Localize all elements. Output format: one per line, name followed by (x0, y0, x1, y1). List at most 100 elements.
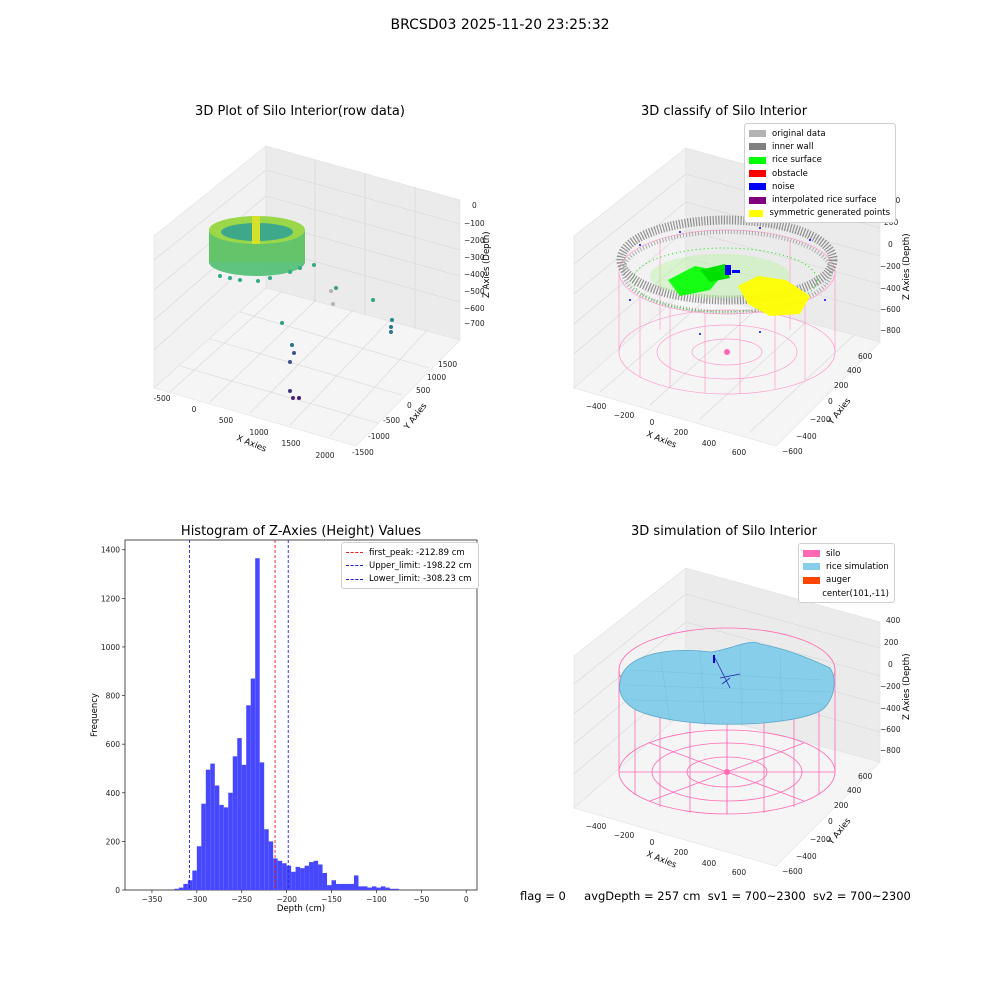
raw-y-tick: -1500 (352, 448, 374, 457)
classify-z-tick: −200 (880, 262, 901, 271)
histogram-x-tick-label: −250 (231, 895, 252, 904)
raw-plot-title: 3D Plot of Silo Interior(row data) (195, 104, 405, 119)
raw-x-tick: 0 (192, 405, 197, 414)
histogram-y-label: Frequency (90, 693, 100, 737)
raw-y-tick: -1000 (368, 432, 390, 441)
simulation-z-tick: −600 (880, 725, 901, 734)
histogram-bar (178, 887, 184, 890)
sv1-text: sv1 = 700~2300 (707, 889, 806, 903)
histogram-bar (389, 888, 395, 890)
classify-x-tick: 600 (732, 448, 747, 457)
histogram-bar (219, 804, 224, 890)
raw-y-tick: 0 (407, 401, 412, 410)
simulation-y-tick: −400 (796, 852, 817, 861)
legend-swatch (803, 576, 820, 584)
histogram-bar (376, 887, 381, 890)
histogram-bar (358, 886, 363, 890)
raw-x-tick: 1500 (281, 439, 300, 448)
histogram-x-label: Depth (cm) (277, 904, 325, 914)
histogram-bar (318, 864, 323, 890)
legend-item: obstacle (749, 167, 890, 180)
raw-z-tick: 0 (472, 201, 477, 210)
histogram-bar (201, 803, 206, 890)
histogram-bar (277, 860, 283, 890)
legend-item: first_peak: -212.89 cm (346, 546, 473, 559)
legend-item: rice surface (749, 154, 890, 167)
raw-z-tick: −600 (464, 304, 485, 313)
raw-z-tick: −700 (464, 319, 485, 328)
simulation-y-tick: 200 (834, 801, 849, 810)
histogram-bar (214, 785, 220, 890)
classify-z-tick: −800 (880, 326, 901, 335)
histogram-bar (255, 558, 260, 890)
classify-z-label: Z Axies (Depth) (902, 233, 912, 300)
classify-y-tick: 200 (834, 381, 849, 390)
histogram-bar (309, 862, 314, 890)
histogram-bar (295, 866, 301, 890)
raw-z-tick: −300 (464, 253, 485, 262)
raw-z-tick: −500 (464, 287, 485, 296)
histogram-bar (291, 871, 296, 890)
legend-swatch (803, 590, 816, 597)
histogram-bar (268, 841, 274, 890)
histogram-bar (286, 865, 292, 890)
simulation-x-tick: −400 (586, 822, 607, 831)
raw-y-tick: -500 (383, 416, 400, 425)
legend-swatch (749, 143, 766, 151)
histogram-bar (273, 858, 278, 890)
raw-x-tick: 1000 (249, 428, 268, 437)
classify-z-tick: 0 (888, 240, 893, 249)
classify-y-tick: −200 (810, 415, 831, 424)
legend-swatch (803, 550, 820, 558)
histogram-bar (237, 738, 242, 890)
raw-z-tick: −100 (464, 219, 485, 228)
raw-z-label: Z Axies (Depth) (482, 231, 492, 298)
classify-z-tick: −600 (880, 305, 901, 314)
raw-y-tick: 1500 (438, 360, 457, 369)
histogram-bar (336, 883, 341, 890)
raw-3d-plot: -500 0 500 1000 1500 2000 -1500 -1000 -5… (153, 145, 492, 460)
simulation-z-label: Z Axies (Depth) (902, 653, 912, 720)
histogram-bar (385, 887, 390, 890)
flag-text: flag = 0 (520, 889, 566, 903)
simulation-z-tick: −800 (880, 746, 901, 755)
simulation-x-tick: 400 (702, 859, 717, 868)
histogram-bar (362, 886, 368, 890)
histogram-bar (345, 883, 350, 890)
legend-swatch (749, 170, 766, 178)
histogram-y-tick-label: 1200 (101, 594, 120, 603)
simulation-legend: silo rice simulation auger center(101,-1… (798, 543, 895, 604)
legend-item: silo (803, 547, 889, 560)
legend-line (346, 578, 363, 580)
avg-depth-text: avgDepth = 257 cm (584, 889, 701, 903)
legend-swatch (749, 196, 766, 204)
simulation-3d-plot: −400 −200 0 200 400 600 −600 −400 −200 0… (573, 567, 912, 877)
simulation-z-tick: −200 (880, 682, 901, 691)
histogram-bar (331, 880, 337, 890)
histogram-bar (205, 769, 211, 890)
legend-item: inner wall (749, 140, 890, 153)
histogram-bar (192, 870, 197, 890)
histogram-y-tick-label: 1000 (101, 643, 120, 652)
legend-item: center(101,-11) (803, 587, 889, 600)
histogram-y-tick-label: 600 (106, 740, 121, 749)
simulation-z-tick: −400 (880, 704, 901, 713)
histogram-bar (232, 756, 238, 890)
raw-x-tick: 500 (219, 416, 234, 425)
legend-swatch (749, 156, 766, 164)
classify-y-tick: 0 (828, 397, 833, 406)
classify-x-tick: 0 (650, 418, 655, 427)
simulation-y-tick: −600 (782, 867, 803, 876)
histogram-legend: first_peak: -212.89 cm Upper_limit: -198… (341, 542, 479, 589)
classify-x-tick: 200 (674, 428, 689, 437)
legend-item: Upper_limit: -198.22 cm (346, 559, 473, 572)
histogram-y-tick-label: 0 (115, 886, 120, 895)
legend-item: noise (749, 180, 890, 193)
histogram-bar (349, 883, 354, 890)
histogram-bar (228, 792, 233, 890)
figure-title: BRCSD03 2025-11-20 23:25:32 (390, 17, 610, 33)
histogram-bar (327, 885, 332, 890)
raw-x-tick: -500 (153, 394, 170, 403)
sv2-text: sv2 = 700~2300 (812, 889, 911, 903)
histogram-bar (250, 678, 256, 890)
